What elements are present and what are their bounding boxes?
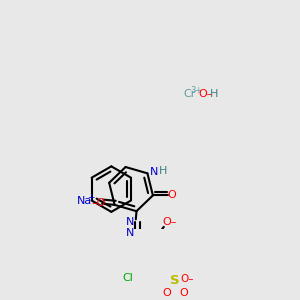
Text: O–: O– <box>180 274 194 284</box>
Text: O: O <box>162 288 171 298</box>
Text: O: O <box>179 288 188 298</box>
Text: 3+: 3+ <box>190 86 203 95</box>
Text: H: H <box>158 166 167 176</box>
Text: N: N <box>126 217 134 227</box>
Text: S: S <box>170 274 180 287</box>
Text: O–: O– <box>199 88 213 98</box>
Text: O: O <box>168 190 177 200</box>
Text: N: N <box>126 228 134 238</box>
Text: Cl: Cl <box>122 273 133 283</box>
Text: H: H <box>210 88 218 98</box>
Text: O–: O– <box>163 217 177 227</box>
Text: –O: –O <box>91 198 105 208</box>
Text: N: N <box>150 167 158 176</box>
Text: +: + <box>87 193 94 202</box>
Text: Cr: Cr <box>184 88 196 98</box>
Text: Na: Na <box>77 196 92 206</box>
